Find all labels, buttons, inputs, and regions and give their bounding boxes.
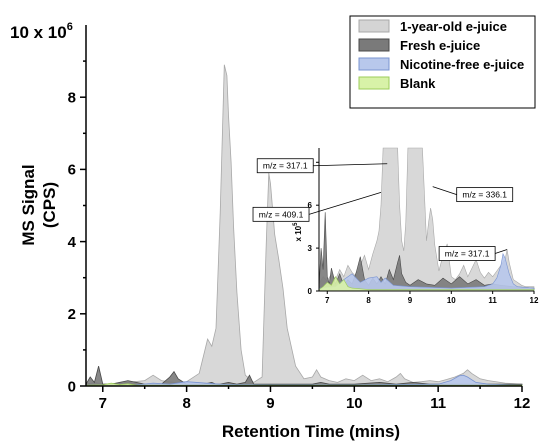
inset-x-tick-label-12: 12: [530, 296, 539, 305]
legend-swatch-nicotine-free: [358, 57, 390, 71]
x-tick-label-8: 8: [182, 395, 190, 412]
inset-annotation-leader: [313, 163, 388, 167]
legend-label-1-year-old: 1-year-old e-juice: [400, 19, 507, 34]
y-tick-label-8: 8: [68, 89, 76, 106]
inset-annotation-label: m/z = 336.1: [462, 190, 507, 200]
y-tick-label-2: 2: [68, 306, 76, 323]
legend-label-fresh: Fresh e-juice: [400, 38, 480, 53]
inset-annotation-leader: [494, 249, 508, 254]
inset-x-tick-label-11: 11: [488, 296, 497, 305]
legend-label-blank: Blank: [400, 76, 436, 91]
inset-annotation-label: m/z = 409.1: [259, 209, 304, 219]
inset-x-tick-label-9: 9: [408, 296, 413, 305]
inset-chart: 7891011120369 x 105 m/z = 317.1m/z = 409…: [252, 147, 539, 305]
y-tick-label-4: 4: [68, 234, 77, 251]
inset-annotation-1: m/z = 317.1: [256, 158, 388, 174]
series-1-year-old-e-juice: [85, 64, 523, 387]
inset-y-tick-label-3: 3: [308, 244, 313, 253]
x-tick-label-12: 12: [514, 395, 531, 412]
inset-x-tick-label-7: 7: [325, 296, 330, 305]
inset-annotation-label: m/z = 317.1: [445, 249, 490, 259]
y-axis-label-line2: (CPS): [40, 182, 59, 228]
inset-annotation-box: [438, 246, 496, 261]
inset-plot: [318, 147, 535, 292]
series-nicotine-free-e-juice: [85, 374, 523, 387]
x-tick-label-11: 11: [430, 395, 446, 412]
inset-y-tick-label-6: 6: [308, 201, 313, 210]
inset-annotation-box: [456, 187, 514, 203]
inset-annotation-3: m/z = 336.1: [432, 186, 514, 203]
legend-swatch-fresh: [358, 38, 390, 52]
inset-y-multiplier-label: x 105: [293, 222, 303, 242]
legend-swatch-1-year-old: [358, 19, 390, 33]
inset-annotation-label: m/z = 317.1: [263, 161, 308, 171]
inset-x-tick-label-10: 10: [447, 296, 456, 305]
legend-swatch-blank: [358, 76, 390, 90]
y-axis-label-line1: MS Signal: [19, 164, 38, 245]
legend-label-nicotine-free: Nicotine-free e-juice: [400, 57, 524, 72]
inset-series-nicotine-free-e-juice: [318, 252, 535, 292]
inset-annotation-leader: [308, 191, 382, 215]
inset-annotation-leader: [432, 186, 457, 195]
inset-annotation-box: [252, 206, 310, 222]
inset-x-tick-label-8: 8: [366, 296, 371, 305]
inset-annotations: m/z = 317.1 m/z = 409.1 m/z = 336.1 m/z = 3…: [252, 158, 514, 261]
x-tick-label-10: 10: [346, 395, 363, 412]
y-tick-label-0: 0: [68, 378, 76, 395]
y-multiplier-label: 10 x 106: [10, 21, 73, 42]
inset-annotation-box: [256, 158, 314, 174]
x-axis-label: Retention Time (mins): [222, 422, 400, 441]
inset-annotation-2: m/z = 409.1: [252, 191, 382, 222]
x-tick-label-9: 9: [266, 395, 274, 412]
inset-annotation-4: m/z = 317.1: [438, 246, 508, 261]
y-tick-label-6: 6: [68, 162, 76, 179]
inset-axes: 7891011120369: [308, 148, 539, 305]
main-axes: 7 8 9 10 11 12 0 2 4 6 8: [68, 25, 531, 412]
inset-series-blank: [318, 276, 535, 292]
inset-y-tick-label-0: 0: [308, 287, 313, 296]
x-tick-label-7: 7: [99, 395, 107, 412]
legend: 1-year-old e-juice Fresh e-juice Nicotin…: [349, 15, 536, 109]
